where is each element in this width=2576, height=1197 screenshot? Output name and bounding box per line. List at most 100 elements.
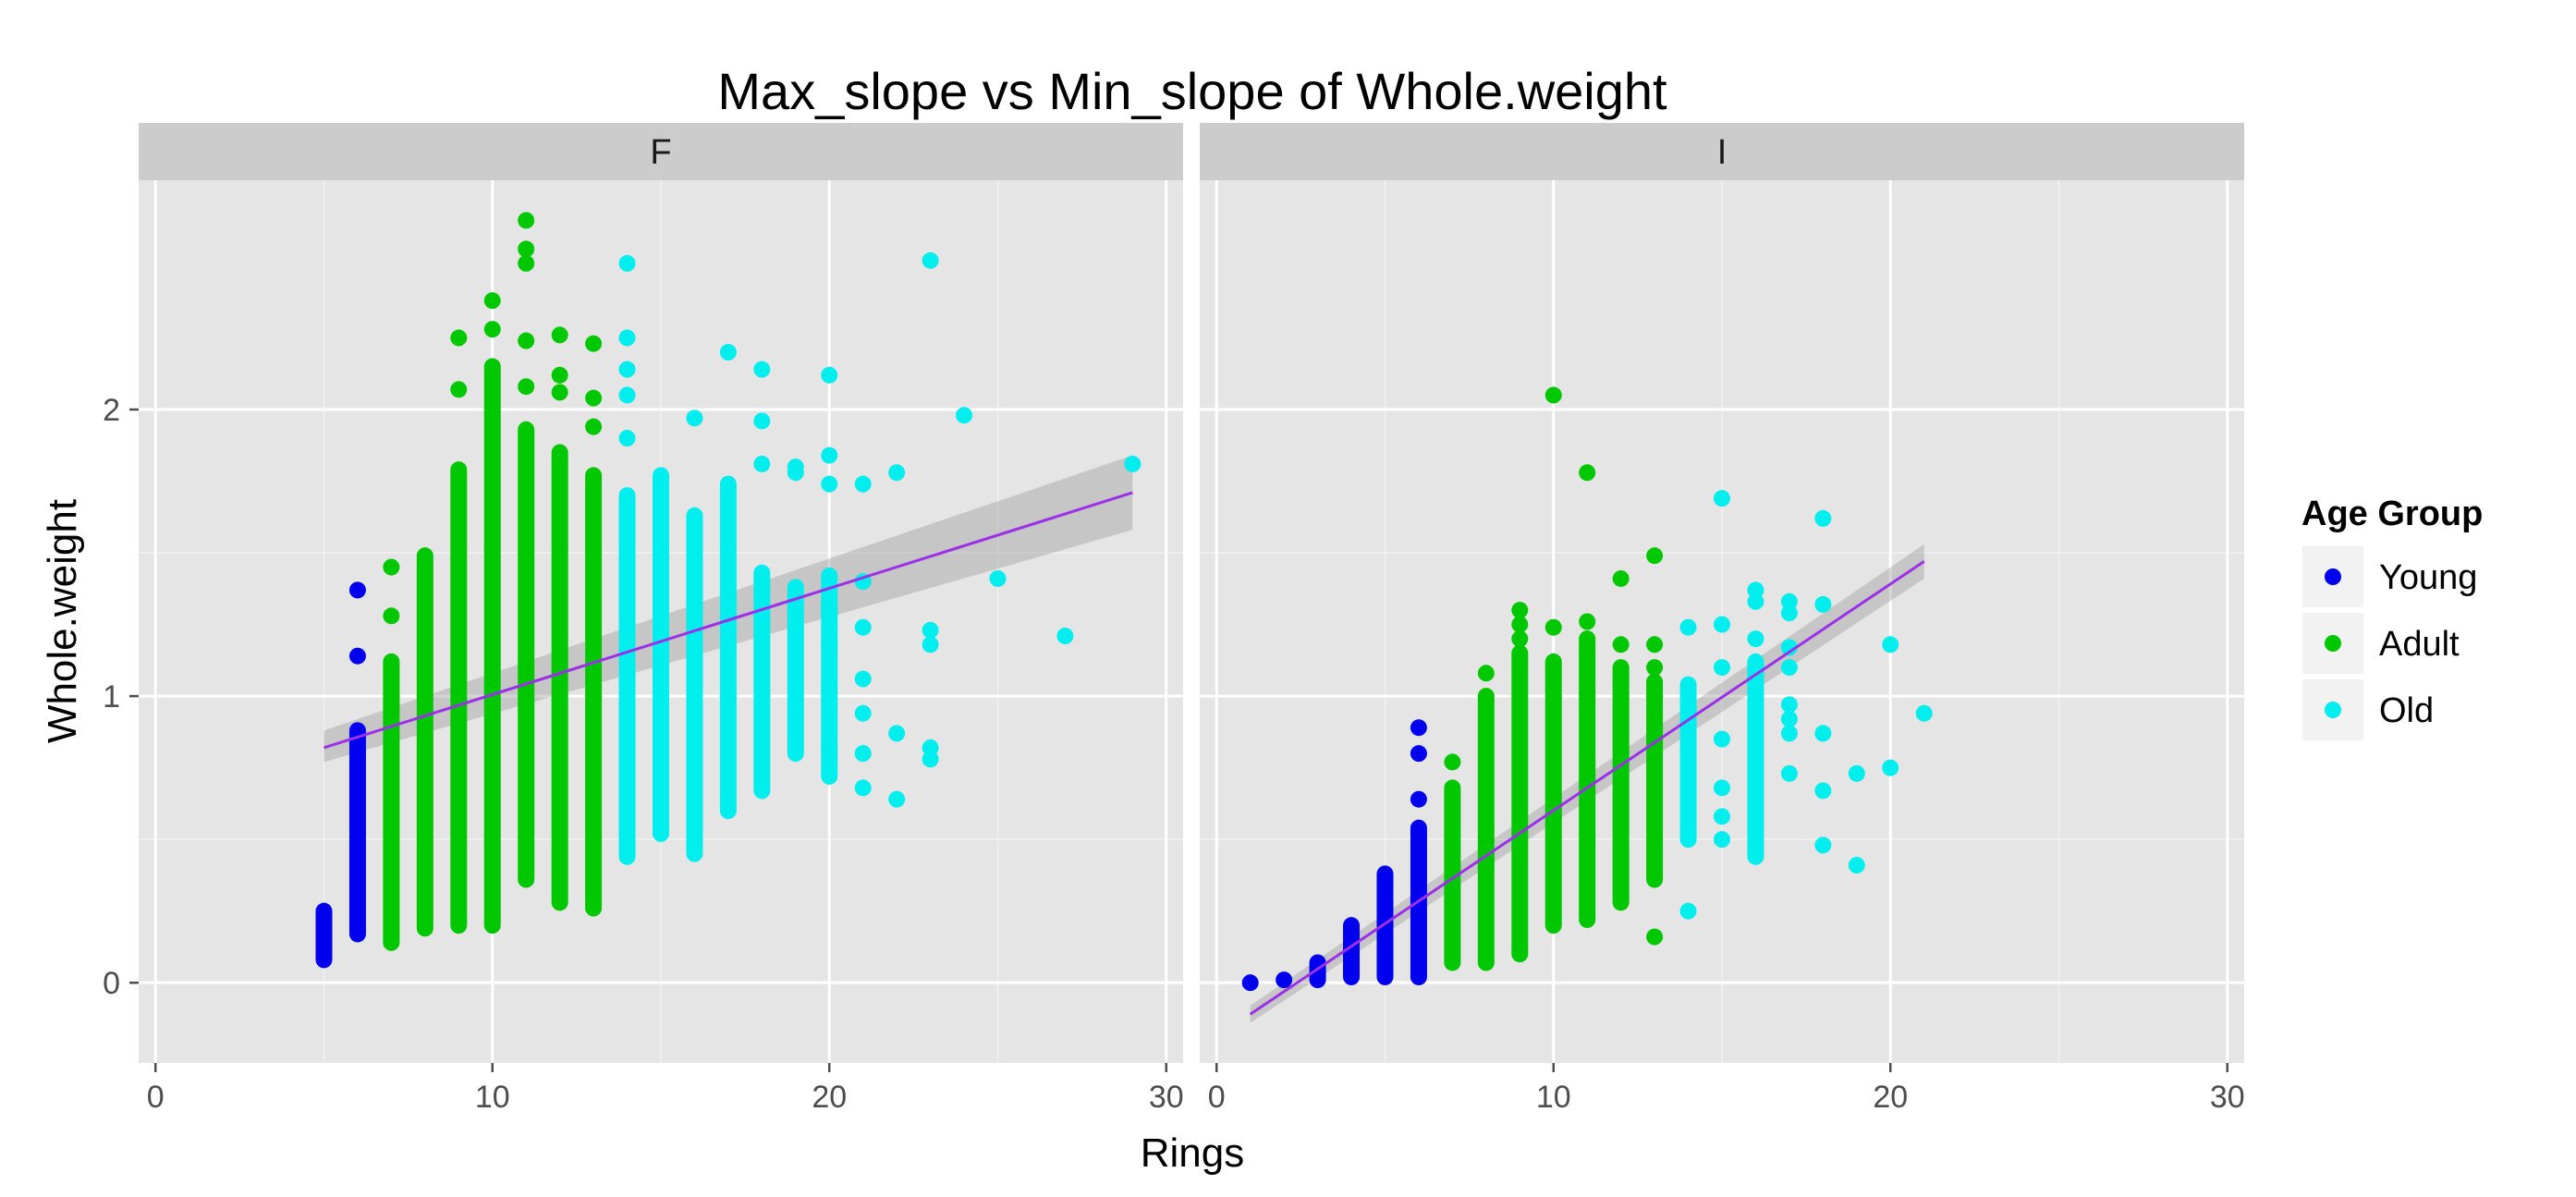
data-point (821, 602, 838, 619)
data-point (854, 618, 872, 636)
data-point (618, 430, 636, 447)
data-point (821, 678, 838, 696)
data-point (1814, 725, 1832, 742)
data-point (1814, 837, 1832, 854)
data-point (753, 412, 771, 430)
data-point (1780, 592, 1798, 610)
data-point (1646, 547, 1664, 565)
x-tick-label: 20 (1873, 1080, 1908, 1115)
strip-label-i: I (1717, 133, 1728, 172)
y-tick-label: 1 (103, 679, 120, 715)
regression-line-i (1249, 560, 1925, 1016)
data-point (1646, 928, 1664, 946)
strip-background-i (1200, 123, 2244, 180)
y-tick-label: 2 (103, 393, 120, 428)
data-point (1780, 725, 1798, 742)
data-point (1714, 779, 1730, 797)
data-point (1410, 790, 1427, 808)
data-points-i (1241, 386, 1933, 992)
data-point (1124, 455, 1141, 472)
data-point (888, 464, 906, 482)
legend: Age Group Young Adult Old (2301, 495, 2483, 742)
data-point (854, 475, 872, 493)
data-point (1276, 971, 1293, 989)
data-point (1544, 386, 1562, 404)
y-tick-label: 0 (103, 966, 120, 1001)
legend-entry: Old (2301, 678, 2434, 742)
data-point (922, 251, 939, 269)
x-tick-label: 30 (1149, 1080, 1184, 1115)
data-point (551, 384, 568, 401)
data-point (854, 745, 872, 763)
data-point (1747, 630, 1764, 648)
data-point (585, 335, 603, 352)
data-point (618, 386, 636, 404)
x-tick-label: 10 (475, 1080, 510, 1115)
data-point (1814, 782, 1832, 800)
data-point (518, 332, 535, 349)
data-point (585, 418, 603, 435)
legend-label: Young (2379, 558, 2477, 597)
legend-label: Adult (2379, 625, 2460, 664)
data-point (1579, 613, 1596, 630)
data-point (618, 329, 636, 347)
x-axis-ticks-f: 0 10 20 30 (147, 1063, 1184, 1115)
x-tick-label: 10 (1536, 1080, 1571, 1115)
data-point (686, 409, 703, 427)
data-point (1714, 616, 1730, 633)
data-point (989, 569, 1007, 587)
data-point (483, 292, 501, 310)
x-tick-label: 30 (2210, 1080, 2245, 1115)
data-point (483, 321, 501, 338)
data-point (1511, 602, 1529, 619)
y-axis-ticks: 0 1 2 (103, 393, 139, 1001)
data-point (551, 326, 568, 344)
data-point (922, 751, 939, 768)
data-point (1848, 764, 1865, 782)
legend-label: Old (2379, 691, 2434, 730)
legend-entry: Young (2301, 544, 2477, 609)
data-point (348, 581, 366, 599)
data-point (1882, 759, 1899, 776)
data-point (518, 254, 535, 272)
data-point (1747, 592, 1764, 610)
data-point (518, 378, 535, 396)
data-point (1747, 581, 1764, 599)
x-tick-label: 0 (147, 1080, 165, 1115)
data-point (1544, 618, 1562, 636)
facet-panel-i: I 0 10 20 30 (1200, 123, 2245, 1115)
data-point (922, 636, 939, 653)
data-point (1679, 618, 1697, 636)
legend-title: Age Group (2301, 495, 2483, 533)
data-point (1444, 753, 1461, 771)
data-point (1612, 636, 1630, 653)
data-point (551, 366, 568, 384)
data-point (1915, 704, 1933, 722)
data-point (1882, 636, 1899, 653)
data-point (1579, 464, 1596, 482)
data-point (518, 212, 535, 229)
data-point (1848, 857, 1865, 874)
x-tick-label: 0 (1208, 1080, 1226, 1115)
data-point (821, 475, 838, 493)
data-point (1511, 616, 1529, 633)
data-point (888, 790, 906, 808)
data-point (719, 344, 737, 361)
data-point (1511, 630, 1529, 648)
data-point (1241, 974, 1259, 992)
data-point (1780, 696, 1798, 714)
y-axis-title: Whole.weight (40, 499, 85, 743)
strip-background-f (139, 123, 1183, 180)
data-point (1780, 764, 1798, 782)
regression-line (324, 491, 1133, 750)
data-point (1714, 808, 1730, 825)
data-point (854, 704, 872, 722)
data-point (854, 670, 872, 688)
data-point (753, 455, 771, 472)
data-point (450, 381, 468, 398)
data-point (1714, 659, 1730, 677)
regression-line-f (324, 491, 1133, 750)
data-point (1714, 730, 1730, 748)
data-point (383, 607, 400, 625)
data-points-f (315, 212, 1141, 969)
